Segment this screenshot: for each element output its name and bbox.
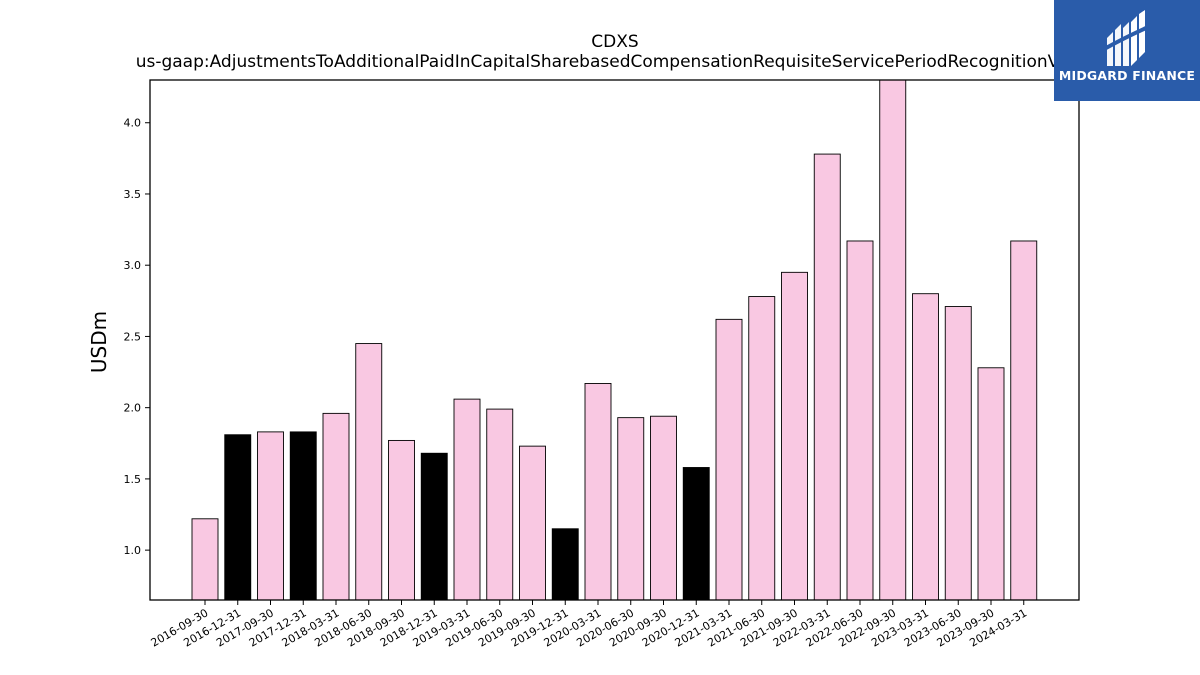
y-tick-label: 1.5 xyxy=(124,473,142,486)
bars-group xyxy=(191,79,1038,601)
bar-2024-03-31 xyxy=(1010,240,1038,601)
bar-2021-06-30 xyxy=(748,296,776,601)
y-tick-label: 3.0 xyxy=(124,259,142,272)
chart-title: CDXS xyxy=(591,32,639,52)
bar-2019-06-30 xyxy=(486,408,514,601)
bar-2023-06-30 xyxy=(944,306,972,601)
bar-2019-12-31 xyxy=(551,528,579,601)
y-tick-label: 2.0 xyxy=(124,402,142,415)
plot-frame xyxy=(149,79,1080,601)
midgard-finance-logo: MIDGARD FINANCE xyxy=(1054,0,1200,101)
bar-2017-09-30 xyxy=(257,431,284,601)
logo-mark-icon xyxy=(1105,10,1147,66)
bar-2016-12-31 xyxy=(224,434,252,601)
bar-2022-09-30 xyxy=(879,79,907,601)
y-ticks-group: 1.0 1.5 2.0 2.5 3.0 3.5 4.0 xyxy=(124,117,150,557)
bar-2018-09-30 xyxy=(388,439,415,601)
bar-2019-03-31 xyxy=(453,398,481,601)
x-ticks-group: 2016-09-302016-12-312017-09-302017-12-31… xyxy=(149,600,1029,650)
y-tick-label: 1.0 xyxy=(124,544,142,557)
bar-2020-03-31 xyxy=(584,383,612,601)
y-tick-label: 4.0 xyxy=(124,117,142,130)
logo-text: MIDGARD FINANCE xyxy=(1058,68,1196,83)
y-axis-label: USDm xyxy=(87,311,111,373)
bar-2021-09-30 xyxy=(781,271,808,601)
bar-2020-06-30 xyxy=(617,417,645,601)
bar-2023-03-31 xyxy=(912,293,939,601)
y-tick-label: 3.5 xyxy=(124,188,142,201)
chart-subtitle: us-gaap:AdjustmentsToAdditionalPaidInCap… xyxy=(135,52,1095,72)
bar-2020-12-31 xyxy=(682,467,710,601)
bar-2019-09-30 xyxy=(519,445,546,601)
bar-2023-09-30 xyxy=(977,367,1005,601)
bar-2016-09-30 xyxy=(191,518,219,601)
y-tick-label: 2.5 xyxy=(124,330,142,343)
bar-2018-12-31 xyxy=(420,452,448,601)
bar-2017-12-31 xyxy=(289,431,317,601)
bar-2022-06-30 xyxy=(846,240,874,601)
bar-2018-06-30 xyxy=(355,343,383,601)
bar-2020-09-30 xyxy=(650,415,677,601)
bar-2021-03-31 xyxy=(715,318,743,601)
bar-2018-03-31 xyxy=(322,412,350,601)
bar-2022-03-31 xyxy=(813,153,841,601)
